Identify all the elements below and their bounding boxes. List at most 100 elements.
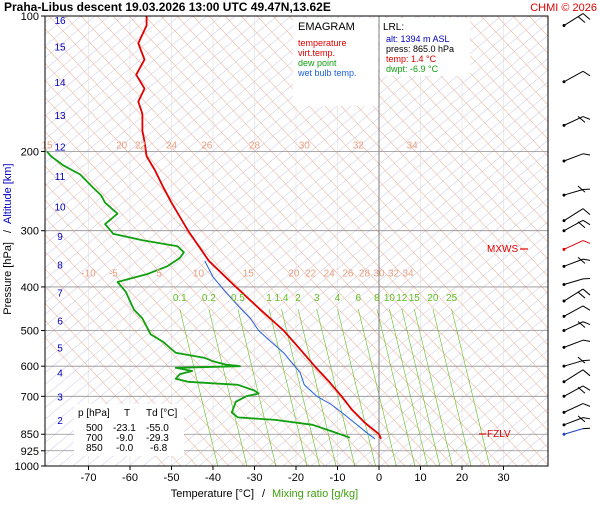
wind-barb-flag [583, 117, 590, 120]
wind-barb-base [563, 423, 566, 426]
x-tick-label: -70 [81, 472, 97, 484]
wind-barb-staff [564, 361, 583, 367]
adiabat-line [561, 16, 600, 466]
wind-barb-base [563, 229, 566, 232]
legend-item-temperature: temperature [298, 38, 347, 48]
wind-barb-flag [583, 306, 590, 310]
wind-barb-flag [583, 154, 590, 155]
wind-barb-icon [563, 404, 591, 414]
dry-adiabat-label: 24 [166, 140, 178, 151]
x-axis-title-secondary: Mixing ratio [g/kg] [272, 488, 358, 500]
wind-barb-icon [563, 71, 591, 83]
chart-title: Praha-Libus descent 19.03.2026 13:00 UTC… [4, 0, 331, 14]
altitude-tick-label: 13 [54, 111, 66, 122]
wind-barb-base [563, 24, 566, 27]
dry-adiabat-label: 22 [135, 140, 147, 151]
isotherm-line [549, 16, 600, 466]
altitude-tick-label: 11 [55, 172, 66, 183]
wind-barb-icon [563, 209, 591, 223]
wind-barb-staff [564, 259, 583, 266]
wind-barb-base [563, 315, 566, 318]
wind-barb-staff [564, 279, 583, 285]
x-tick-label: -10 [330, 472, 346, 484]
mixing-ratio-label: 6 [355, 293, 361, 304]
table-header-t: T [124, 408, 130, 419]
altitude-tick-label: 7 [57, 289, 63, 300]
wind-barb-staff [564, 220, 583, 230]
isotherm-line [591, 16, 600, 466]
wind-barb-staff [564, 418, 583, 425]
wind-barb-flag [583, 340, 590, 341]
y-tick-label: 200 [21, 146, 39, 158]
wind-barb-icon [563, 220, 591, 232]
mixing-ratio-label: 0.2 [202, 293, 216, 304]
wind-barb-staff [564, 289, 583, 301]
y-axis-title-separator: / [2, 229, 14, 233]
y-tick-label: 700 [21, 391, 39, 403]
wind-barb-icon [563, 241, 591, 251]
mixing-ratio-label: 0.1 [173, 293, 187, 304]
dry-adiabat-label: 28 [359, 268, 371, 279]
levels-table: p [hPa] T Td [°C] 500 -23.1 -55.0 700 -9… [74, 404, 184, 456]
wind-barb-icon [563, 116, 591, 127]
lrl-temperature: temp: 1.4 °C [386, 54, 437, 64]
wind-barb-staff [564, 71, 583, 81]
wind-barb-base [563, 346, 566, 349]
adiabat-line [545, 16, 600, 466]
wind-barb-base [563, 219, 566, 222]
wind-barb-flag [583, 418, 590, 419]
table-row-850-p: 850 [86, 443, 103, 454]
altitude-tick-label: 6 [57, 317, 63, 328]
x-tick-label: 20 [456, 472, 468, 484]
lrl-dewpoint: dwpt: -6.9 °C [386, 64, 439, 74]
wind-barb-icon [563, 14, 591, 28]
wind-barb-icon [563, 370, 591, 384]
wind-barb-base [563, 80, 566, 83]
mixing-ratio-label: 1.4 [275, 293, 289, 304]
wind-barb-base [563, 380, 566, 383]
wind-barb-flag [583, 322, 590, 325]
legend-item-wet-bulb: wet bulb temp. [297, 68, 357, 78]
wind-barb-flag [583, 370, 590, 376]
table-row-850-td: -6.8 [150, 443, 168, 454]
dry-adiabat-label: 15 [41, 140, 53, 151]
y-tick-label: 600 [21, 361, 39, 373]
mxws-marker-label: MXWS [487, 244, 518, 255]
wind-barb-base [563, 395, 566, 398]
wind-barb-icon [563, 340, 591, 349]
dry-adiabat-label: 34 [402, 268, 414, 279]
altitude-tick-label: 10 [54, 202, 66, 213]
wind-barb-staff [564, 306, 583, 316]
x-tick-label: -60 [122, 472, 138, 484]
altitude-tick-label: 4 [57, 369, 63, 380]
dry-adiabat-label: 32 [353, 140, 365, 151]
wind-barb-flag [583, 71, 590, 75]
wind-barb-staff [564, 209, 583, 221]
mixing-ratio-label: 12 [396, 293, 408, 304]
mixing-ratio-label: 1 [266, 293, 272, 304]
wind-barb-icon [563, 306, 591, 318]
mixing-ratio-label: 3 [314, 293, 320, 304]
adiabat-line [577, 16, 600, 466]
wind-barb-flag [578, 17, 585, 23]
altitude-tick-label: 16 [54, 16, 66, 27]
legend-item-dew-point: dew point [298, 58, 337, 68]
dry-adiabat-label: 15 [243, 268, 255, 279]
table-header-td: Td [°C] [146, 408, 177, 419]
mixing-ratio-label: 10 [384, 293, 396, 304]
wind-barb-flag [583, 404, 590, 407]
wind-barb-base [563, 329, 566, 332]
lrl-title: LRL: [383, 22, 404, 33]
dry-adiabat-label: 20 [288, 268, 300, 279]
y-tick-label: 1000 [15, 461, 39, 473]
altitude-tick-label: 2 [57, 416, 63, 427]
wind-barb-base [563, 283, 566, 286]
dry-adiabat-label: 22 [305, 268, 317, 279]
legend-item-virt-temp: virt.temp. [298, 48, 335, 58]
wind-barb-base [563, 248, 566, 251]
table-row-850-t: -0.0 [116, 443, 134, 454]
x-axis-title: Temperature [°C] [171, 488, 254, 500]
wind-barb-icon [563, 386, 591, 398]
y-tick-label: 400 [21, 282, 39, 294]
